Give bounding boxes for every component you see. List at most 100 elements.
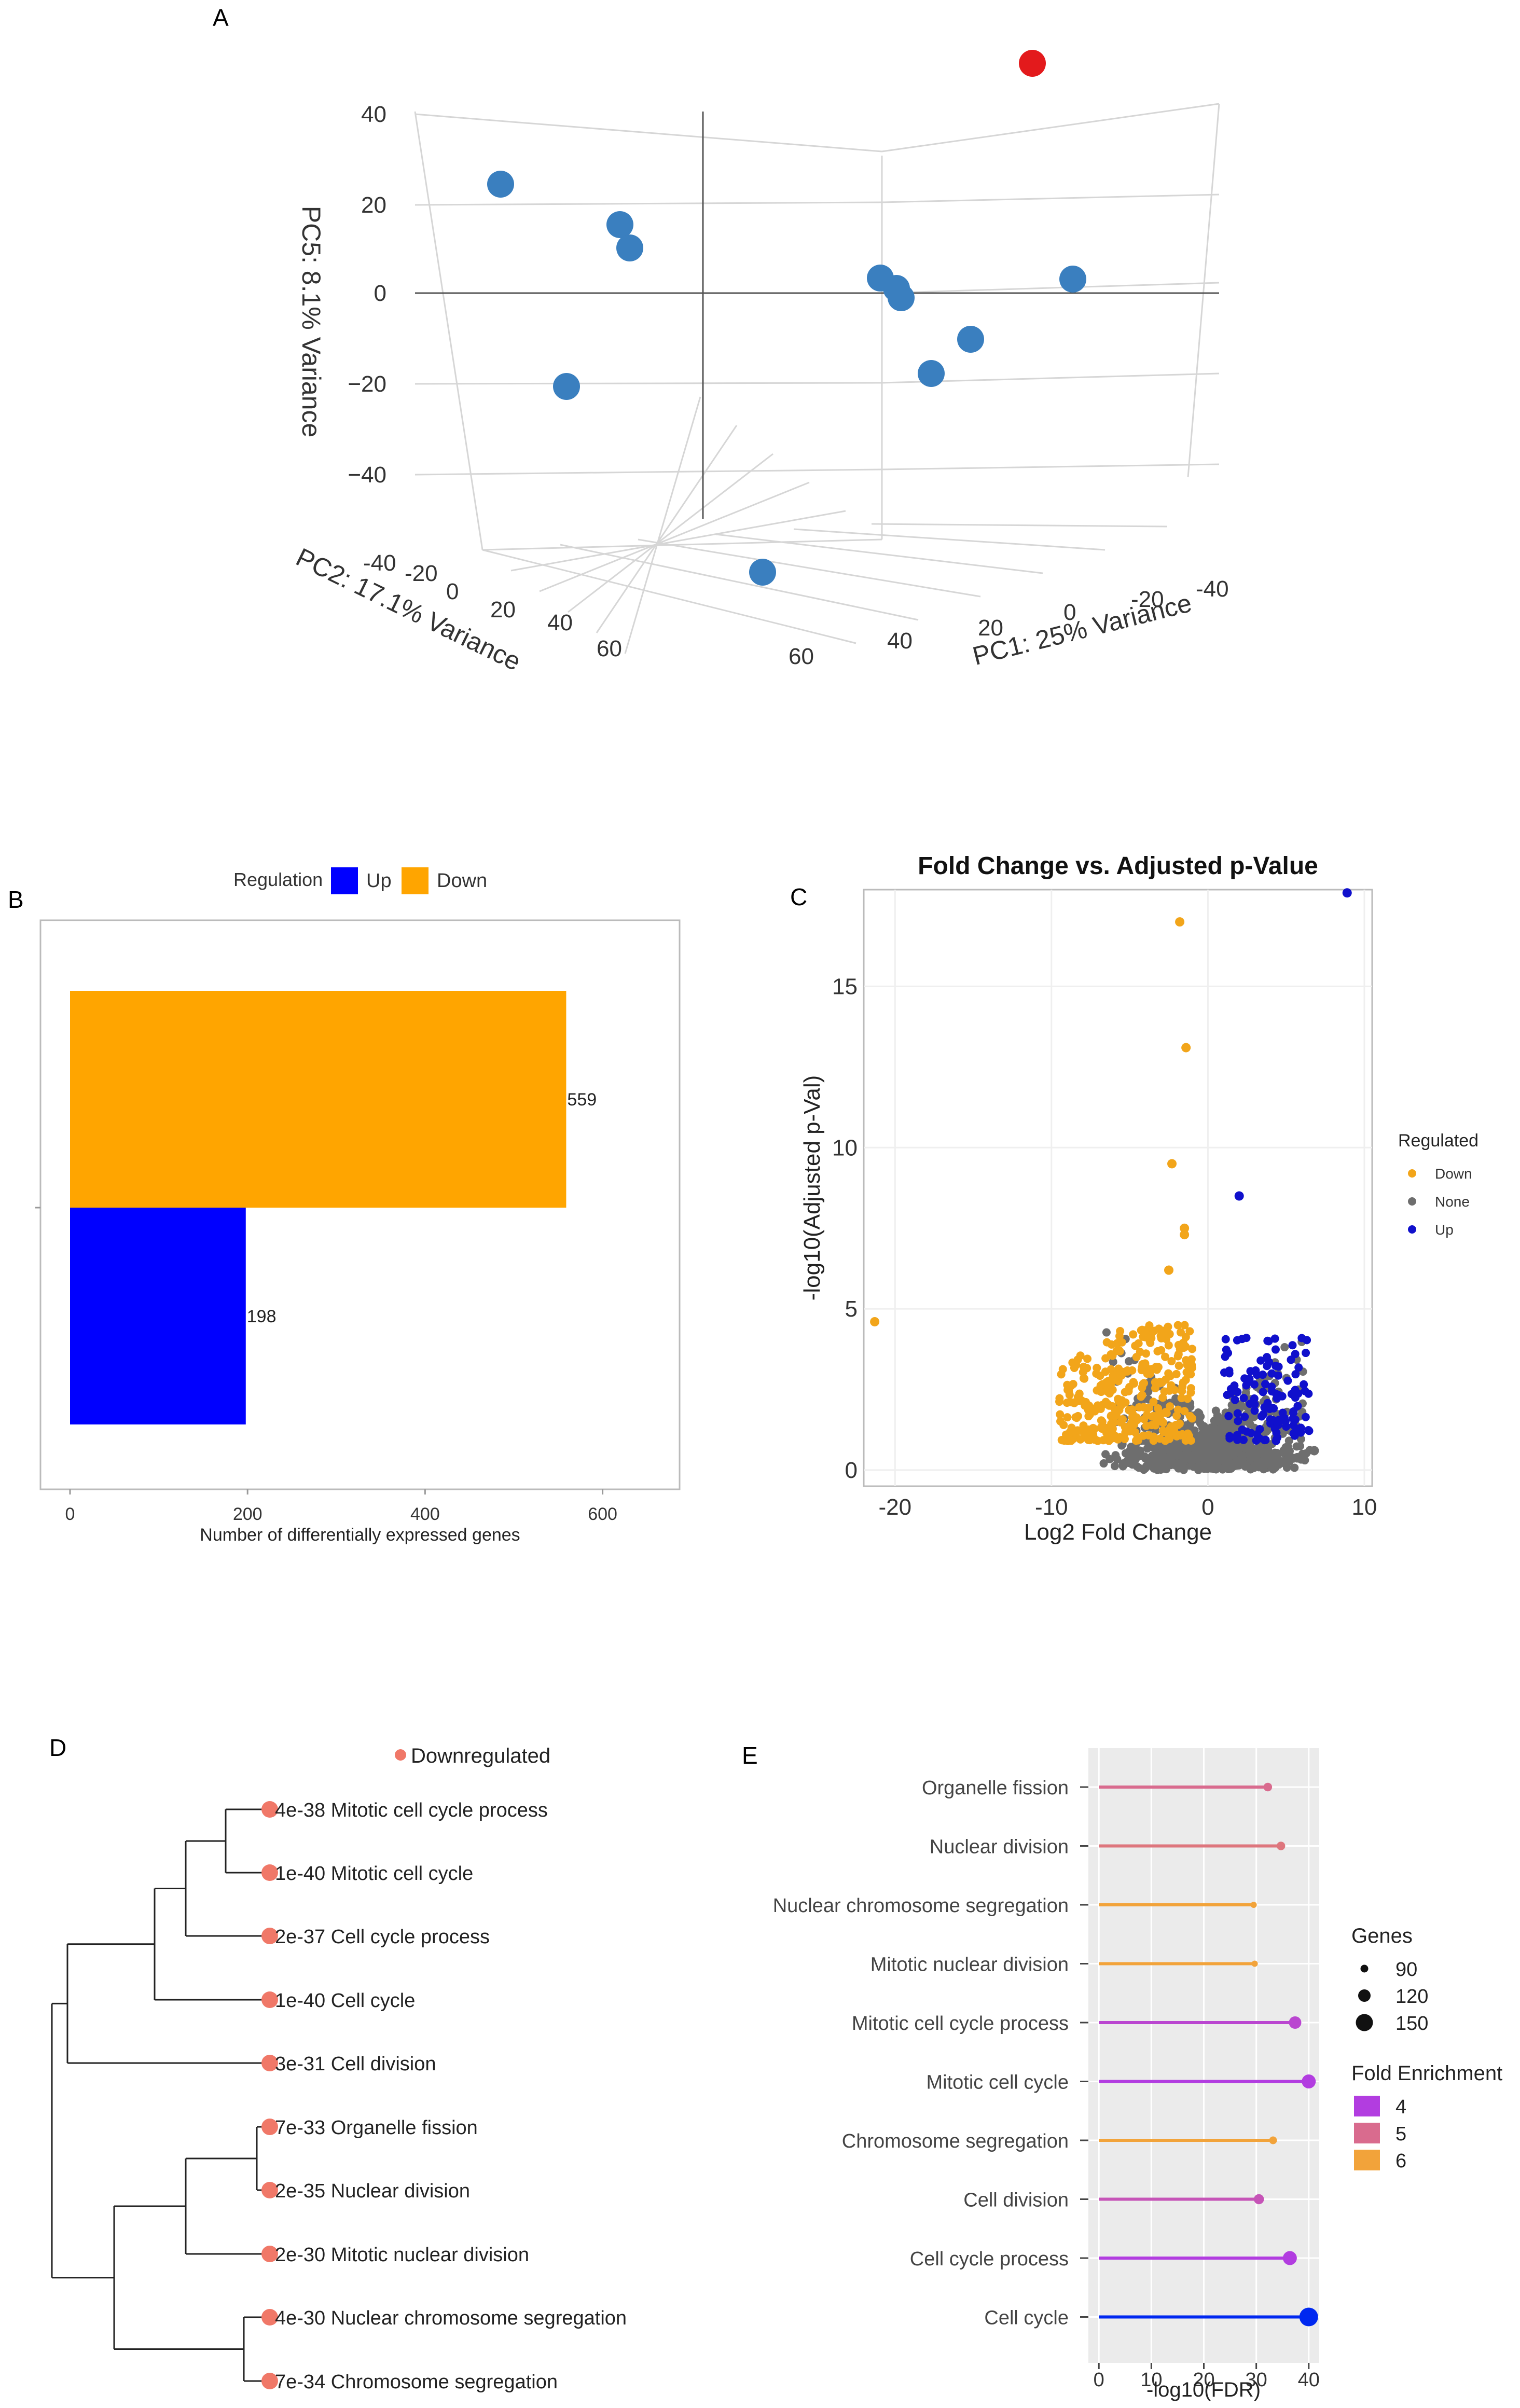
- lollipop-x-ticks: 0 10 20 30 40: [1094, 2363, 1320, 2391]
- volcano-point-down: [1155, 1409, 1164, 1418]
- volcano-point-down: [1055, 1394, 1064, 1403]
- bar-x-axis-title: Number of differentially expressed genes: [200, 1525, 520, 1545]
- volcano-point-up: [1250, 1406, 1259, 1415]
- volcano-point-down: [1186, 1370, 1195, 1379]
- volcano-point-down: [1107, 1350, 1115, 1359]
- lollipop-head: [1251, 1960, 1258, 1967]
- volcano-point-up: [1225, 1434, 1234, 1443]
- bar-legend: Regulation Up Down: [233, 867, 487, 894]
- volcano-point-up: [1260, 1436, 1269, 1445]
- volcano-point-none: [1186, 1403, 1195, 1411]
- volcano-point-none: [1178, 1463, 1186, 1472]
- tree-leaf-label: 7e-34 Chromosome segregation: [275, 2371, 558, 2393]
- bar-x-tick-label: 200: [233, 1504, 262, 1524]
- volcano-point-none: [1221, 1460, 1230, 1469]
- volcano-point-up: [1271, 1345, 1280, 1354]
- volcano-point-down: [1165, 1386, 1174, 1395]
- lollipop-head: [1253, 2194, 1264, 2205]
- pca-grid-vertical: [414, 111, 483, 550]
- lollipop-category-label: Nuclear chromosome segregation: [773, 1895, 1069, 1917]
- pca-z-tick: 40: [361, 102, 386, 127]
- volcano-point-down: [1111, 1405, 1120, 1414]
- volcano-point-up: [1266, 1415, 1275, 1424]
- pca-grid-horizontal: [414, 113, 882, 153]
- tree-leaf-dot: [261, 1864, 278, 1881]
- genes-legend-label: 120: [1395, 1986, 1428, 2008]
- volcano-point-down: [1141, 1333, 1150, 1341]
- pca-point: [957, 326, 984, 353]
- volcano-point-down: [1128, 1409, 1137, 1418]
- volcano-point-up: [1291, 1370, 1300, 1379]
- volcano-point-up: [1223, 1391, 1232, 1400]
- pca-grid-horizontal: [414, 382, 882, 385]
- volcano-point-up: [1272, 1436, 1280, 1445]
- pca-grid-horizontal: [881, 103, 1220, 153]
- volcano-point-none: [1142, 1454, 1151, 1462]
- volcano-legend-dot-none: [1408, 1197, 1416, 1206]
- volcano-point-none: [1099, 1459, 1108, 1468]
- volcano-point-down: [1185, 1411, 1194, 1420]
- volcano-point-down: [1135, 1403, 1143, 1411]
- volcano-x-tick-label: -10: [1035, 1494, 1068, 1520]
- lollipop-x-axis-title: -log10(FDR): [1146, 2378, 1261, 2401]
- pca-floor-line: [871, 523, 1168, 528]
- tree-leaf-label: 1e-40 Cell cycle: [275, 1990, 415, 2012]
- lollipop-head: [1269, 2136, 1277, 2144]
- volcano-point-up: [1267, 1369, 1276, 1378]
- volcano-point-up: [1233, 1431, 1241, 1440]
- volcano-point-down: [1164, 1369, 1173, 1378]
- volcano-point-down: [1157, 1378, 1166, 1387]
- panel-label-d: D: [49, 1734, 66, 1761]
- volcano-point-up: [1233, 1409, 1242, 1418]
- volcano-point-up: [1342, 888, 1352, 898]
- tree-leaf-dot: [261, 2182, 278, 2198]
- volcano-point-down: [1104, 1401, 1113, 1410]
- volcano-point-up: [1250, 1400, 1259, 1409]
- volcano-point-up: [1224, 1349, 1233, 1358]
- lollipop-category-label: Mitotic cell cycle: [927, 2072, 1069, 2094]
- tree-leaf-dot: [261, 2119, 278, 2135]
- volcano-point-down: [870, 1317, 880, 1326]
- pca-x-tick: -40: [1196, 576, 1229, 602]
- volcano-point-down: [1174, 1361, 1183, 1370]
- volcano-point-down: [1154, 1363, 1163, 1372]
- pca-z-tick: −40: [348, 462, 386, 488]
- volcano-point-down: [1179, 1378, 1187, 1387]
- volcano-point-down: [1146, 1338, 1155, 1347]
- panel-d: D Downregulated 4e-38 Mitotic cell cycle…: [49, 1734, 627, 2393]
- tree-leaf-dot: [261, 1991, 278, 2008]
- volcano-point-none: [1168, 1445, 1177, 1454]
- volcano-point-up: [1238, 1425, 1247, 1434]
- volcano-point-down: [1187, 1364, 1196, 1373]
- bar-up: [70, 1208, 246, 1424]
- volcano-point-up: [1263, 1336, 1272, 1345]
- volcano-point-down: [1149, 1436, 1158, 1445]
- volcano-point-down: [1123, 1366, 1132, 1375]
- lollipop-x-tick-label: 10: [1140, 2369, 1162, 2391]
- genes-legend-title: Genes: [1351, 1925, 1413, 1947]
- bar-value-label: 198: [247, 1307, 277, 1326]
- tree-leaf-label: 2e-37 Cell cycle process: [275, 1926, 490, 1948]
- pca-point: [606, 211, 633, 238]
- volcano-point-down: [1151, 1384, 1159, 1393]
- volcano-point-down: [1166, 1402, 1174, 1411]
- fold-legend: Fold Enrichment 4 5 6: [1351, 2062, 1502, 2172]
- lollipop-category-label: Cell cycle process: [910, 2248, 1069, 2270]
- volcano-plot-frame: [863, 889, 1373, 1487]
- volcano-point-down: [1173, 1431, 1182, 1440]
- volcano-legend-dot-up: [1408, 1225, 1416, 1234]
- volcano-point-down: [1080, 1374, 1089, 1383]
- volcano-point-down: [1056, 1410, 1065, 1419]
- tree-leaf-dot: [261, 2373, 278, 2389]
- volcano-point-none: [1109, 1358, 1117, 1366]
- volcano-point-none: [1201, 1435, 1210, 1444]
- volcano-point-up: [1274, 1362, 1283, 1371]
- volcano-point-none: [1132, 1462, 1141, 1471]
- volcano-point-down: [1167, 1357, 1176, 1365]
- volcano-point-none: [1158, 1463, 1167, 1472]
- volcano-point-up: [1288, 1341, 1297, 1350]
- pca-grid-horizontal: [414, 468, 882, 476]
- tree-leaf-label: 2e-30 Mitotic nuclear division: [275, 2244, 529, 2266]
- panel-a: A 40 20 0 −20 −40 -40 -20 0 20 40 60 -40 -20 0 20 40 6…: [213, 4, 1229, 676]
- volcano-point-down: [1183, 1394, 1192, 1403]
